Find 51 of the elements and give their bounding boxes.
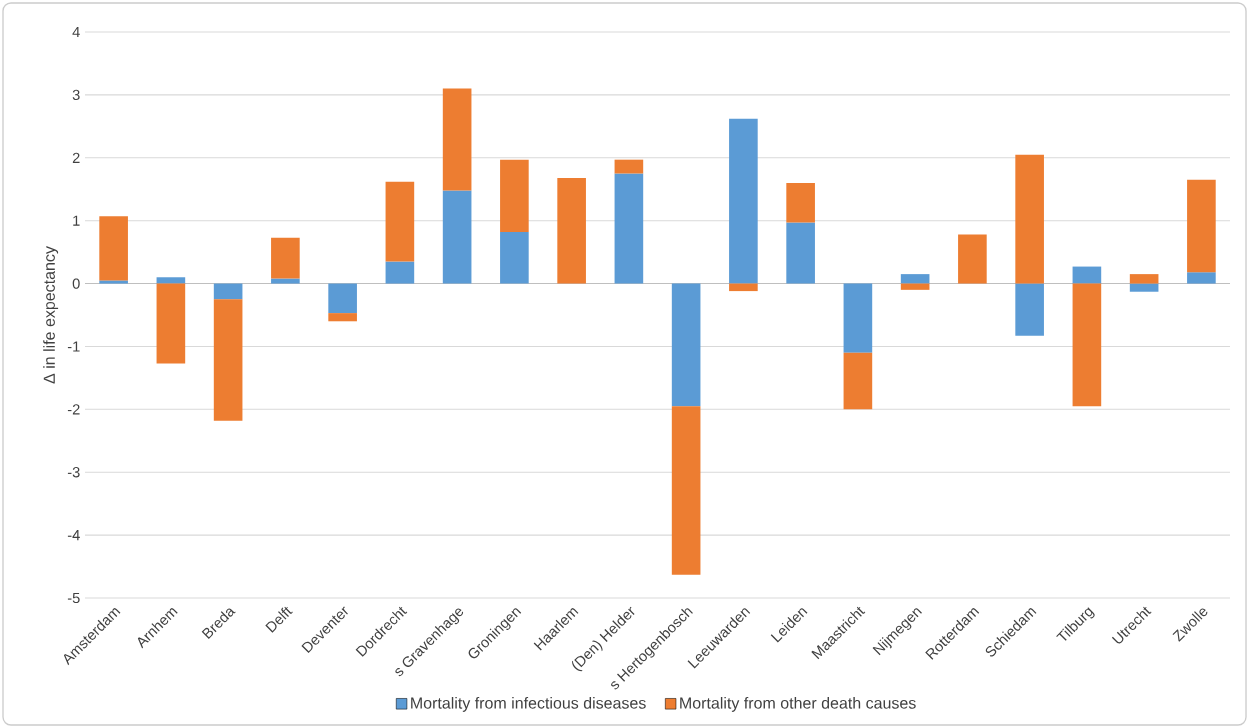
bar: [1187, 272, 1216, 284]
legend-label: Mortality from other death causes: [680, 697, 916, 712]
y-tick-label: 1: [73, 215, 80, 226]
bar: [900, 274, 930, 284]
y-tick-label: -5: [67, 592, 80, 604]
bar: [328, 283, 357, 314]
bar: [156, 283, 186, 364]
bar: [385, 181, 415, 262]
bar: [1129, 274, 1159, 284]
y-tick-label: 3: [72, 89, 80, 101]
bar: [614, 159, 644, 174]
y-tick-label: -1: [67, 341, 80, 352]
bar: [900, 283, 930, 290]
bar: [156, 277, 186, 284]
bar: [843, 283, 873, 353]
y-tick-label: -3: [67, 467, 80, 478]
bar: [271, 278, 300, 284]
bar: [500, 231, 529, 284]
legend-label: Mortality from infectious diseases: [411, 697, 646, 712]
y-tick-label: -4: [67, 530, 80, 541]
bar: [385, 261, 415, 284]
bar: [786, 222, 815, 284]
bar: [958, 234, 987, 284]
bar: [671, 406, 701, 575]
bar: [843, 352, 873, 410]
bar: [1072, 283, 1102, 407]
bar: [99, 280, 128, 284]
bar: [213, 283, 243, 300]
bar: [1129, 283, 1159, 292]
bar: [1015, 283, 1044, 336]
bar: [213, 299, 243, 421]
bar: [442, 190, 472, 284]
y-axis-title: Δ in life expectancy: [43, 246, 59, 384]
y-tick-label: -2: [67, 404, 80, 415]
bar: [614, 173, 644, 284]
bar: [1072, 266, 1102, 284]
bar: [557, 177, 586, 284]
bar: [671, 283, 701, 407]
bar: [442, 88, 472, 191]
y-tick-label: 2: [72, 152, 80, 163]
y-tick-label: 4: [72, 26, 80, 38]
y-tick-label: 0: [72, 278, 80, 289]
bar: [729, 283, 758, 292]
bar: [500, 159, 529, 232]
bar: [271, 237, 300, 279]
bar: [99, 216, 128, 281]
bar: [1187, 179, 1216, 273]
bar: [729, 118, 758, 284]
bar: [786, 182, 815, 223]
bar: [1015, 154, 1044, 284]
bar: [328, 313, 357, 322]
